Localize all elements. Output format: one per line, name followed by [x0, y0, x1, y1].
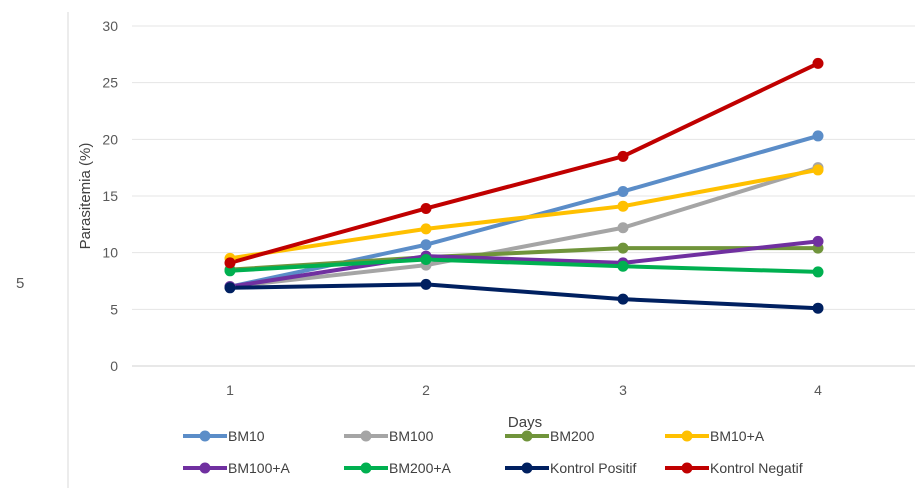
series-line-bm200-a — [228, 257, 820, 274]
legend-swatch-marker — [681, 462, 693, 474]
data-point-bm200-a — [617, 260, 629, 272]
y-tick-label: 20 — [102, 131, 118, 147]
x-axis-title: Days — [508, 414, 542, 431]
legend-label: Kontrol Negatif — [710, 460, 803, 476]
y-axis-ticks: 0 5 10 15 20 25 30 — [102, 18, 118, 374]
legend-item-bm200-a: BM200+A — [344, 460, 452, 476]
data-point-bm200-a — [812, 266, 824, 278]
series-line-kontrol-positif — [228, 282, 820, 311]
legend-item-bm100: BM100 — [344, 428, 434, 444]
y-tick-label: 15 — [102, 188, 118, 204]
y-axis-title: Parasitemia (%) — [77, 143, 94, 250]
x-tick-label: 4 — [814, 382, 822, 398]
y-tick-label: 30 — [102, 18, 118, 34]
data-point-bm100-a — [812, 235, 824, 247]
y-tick-label: 0 — [110, 358, 118, 374]
x-axis-ticks: 1 2 3 4 — [226, 382, 822, 398]
legend-swatch-marker — [360, 430, 372, 442]
data-point-kontrol-negatif — [224, 257, 236, 269]
data-point-kontrol-negatif — [617, 150, 629, 162]
y-tick-label: 5 — [110, 301, 118, 317]
data-point-bm10 — [617, 185, 629, 197]
legend-swatch-marker — [199, 462, 211, 474]
legend-swatch-marker — [521, 430, 533, 442]
side-mark: 5 — [16, 275, 24, 292]
data-point-kontrol-positif — [812, 302, 824, 314]
data-point-bm10 — [812, 130, 824, 142]
data-point-kontrol-positif — [420, 278, 432, 290]
series-line-bm10-a — [228, 167, 820, 261]
x-tick-label: 2 — [422, 382, 430, 398]
data-point-bm200-a — [224, 265, 236, 277]
legend-item-bm200: BM200 — [505, 428, 595, 444]
y-tick-label: 25 — [102, 75, 118, 91]
series-line-bm100-a — [228, 239, 820, 289]
legend-label: BM100 — [389, 428, 434, 444]
legend: BM10 BM100 BM200 BM10+A BM100+A BM200+A Kontro… — [183, 428, 803, 476]
data-point-bm200 — [617, 242, 629, 254]
legend-label: BM10+A — [710, 428, 765, 444]
gridlines — [132, 25, 915, 367]
data-point-bm100 — [617, 222, 629, 234]
data-point-kontrol-negatif — [420, 202, 432, 214]
data-point-bm10-a — [420, 223, 432, 235]
legend-item-kontrol-positif: Kontrol Positif — [505, 460, 636, 476]
data-point-kontrol-positif — [617, 293, 629, 305]
legend-label: BM200 — [550, 428, 595, 444]
legend-swatch-marker — [360, 462, 372, 474]
data-point-kontrol-negatif — [812, 57, 824, 69]
series-line-kontrol-negatif — [228, 61, 820, 265]
x-tick-label: 1 — [226, 382, 234, 398]
data-point-kontrol-positif — [224, 282, 236, 294]
legend-item-bm100-a: BM100+A — [183, 460, 291, 476]
data-point-bm200-a — [420, 253, 432, 265]
series-lines — [228, 61, 820, 311]
legend-item-bm10-a: BM10+A — [665, 428, 765, 444]
legend-label: BM200+A — [389, 460, 452, 476]
legend-swatch-marker — [681, 430, 693, 442]
legend-swatch-marker — [521, 462, 533, 474]
legend-label: BM100+A — [228, 460, 291, 476]
legend-item-bm10: BM10 — [183, 428, 265, 444]
series-line-bm100 — [228, 165, 820, 289]
legend-item-kontrol-negatif: Kontrol Negatif — [665, 460, 803, 476]
legend-label: BM10 — [228, 428, 265, 444]
data-point-bm10-a — [617, 200, 629, 212]
data-point-bm10-a — [812, 164, 824, 176]
legend-label: Kontrol Positif — [550, 460, 636, 476]
x-tick-label: 3 — [619, 382, 627, 398]
legend-swatch-marker — [199, 430, 211, 442]
data-point-bm10 — [420, 239, 432, 251]
y-tick-label: 10 — [102, 245, 118, 261]
series-points — [224, 57, 824, 314]
